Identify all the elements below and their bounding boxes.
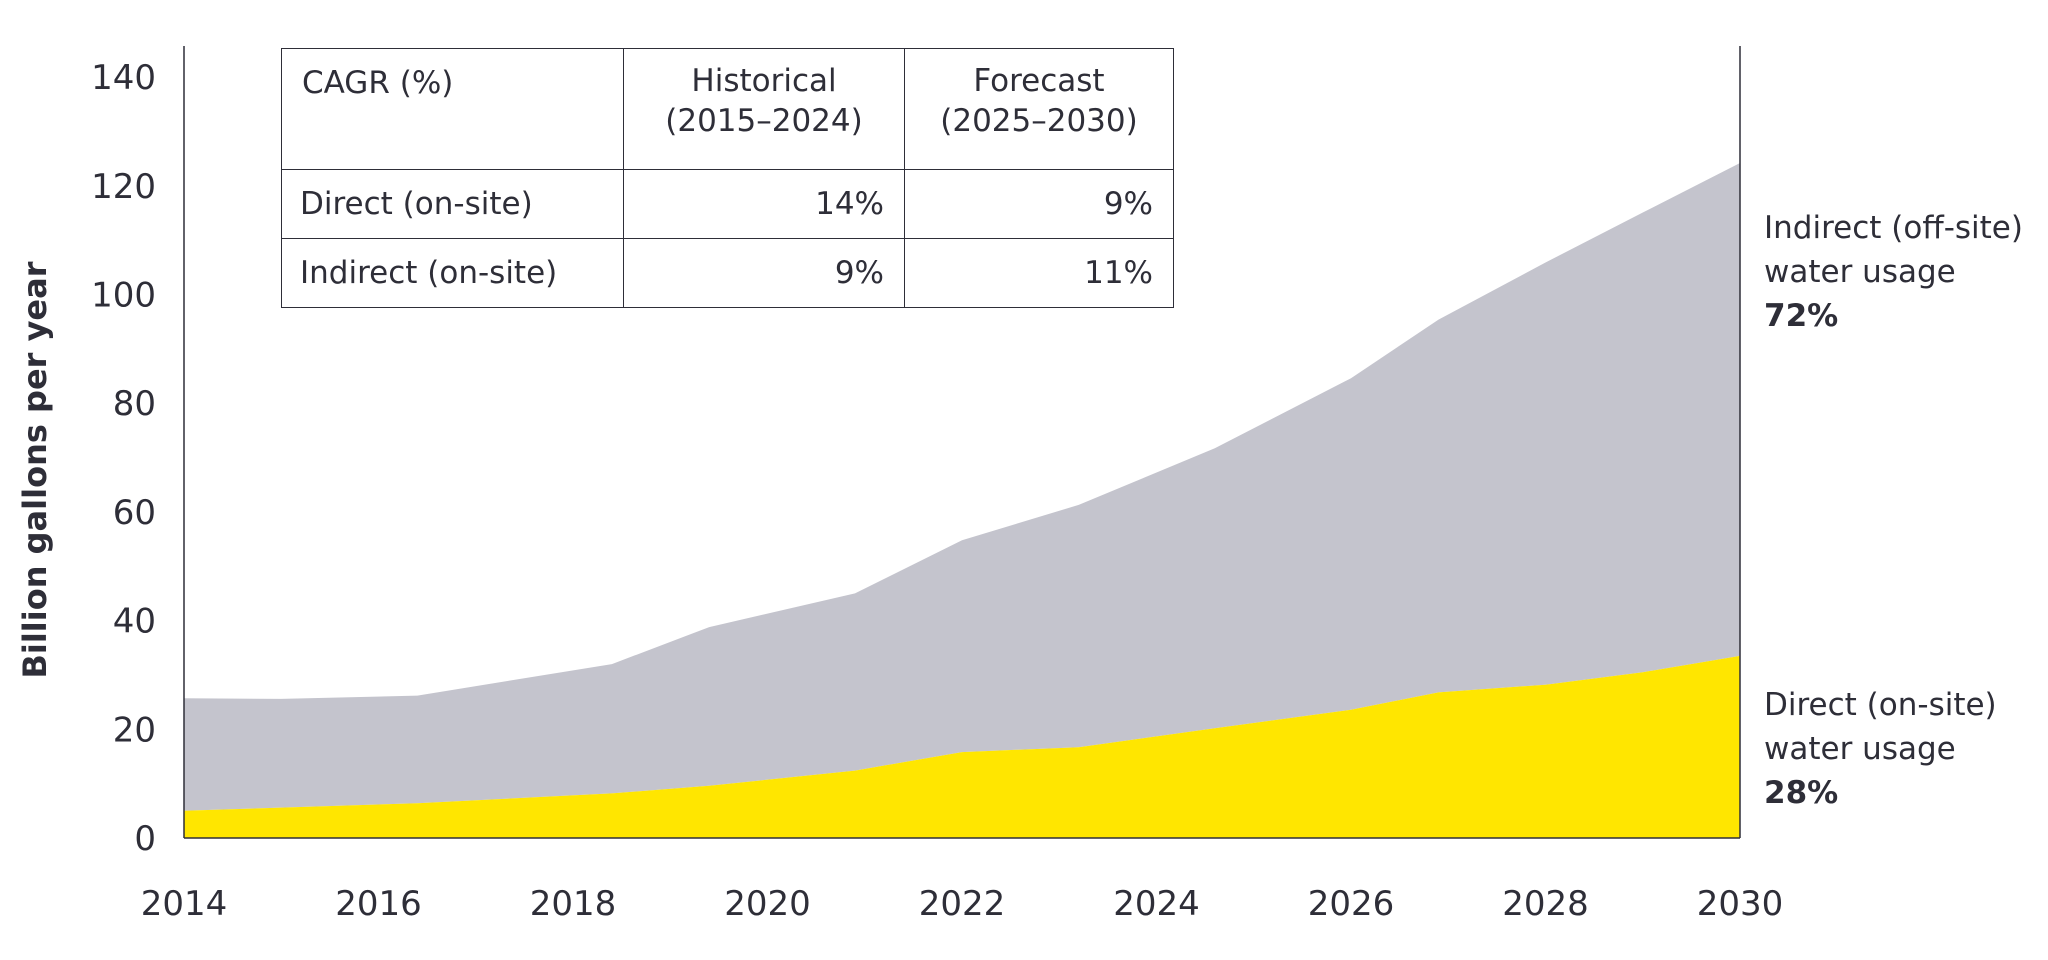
y-tick-label: 40	[113, 602, 156, 642]
cagr-row-name-rest: (on-site)	[417, 255, 558, 291]
indirect-usage-area	[184, 163, 1740, 811]
forecast-header-line1: Forecast	[973, 63, 1105, 99]
y-tick-label: 0	[134, 819, 156, 859]
x-tick-label: 2030	[1697, 884, 1784, 924]
direct-usage-area	[184, 655, 1740, 838]
direct-series-label: Direct (on-site) water usage 28%	[1764, 683, 1997, 815]
y-tick-label: 140	[91, 58, 156, 98]
cagr-table: CAGR (%) Historical (2015–2024) Forecast…	[281, 48, 1174, 308]
y-tick-label: 60	[113, 493, 156, 533]
tick-labels-group: 0 20 40 60 80 100 120 140 2014 2016 2018 2020 2022 20…	[91, 58, 1783, 924]
indirect-label-line2: water usage	[1764, 254, 1956, 290]
y-tick-label: 100	[91, 276, 156, 316]
y-axis-label: Billion gallons per year	[16, 261, 54, 678]
cagr-row-name-indirect: Indirect (on-site)	[281, 238, 624, 308]
direct-label-line1: Direct (on-site)	[1764, 687, 1997, 723]
x-tick-label: 2020	[724, 884, 811, 924]
cagr-indirect-forecast: 11%	[904, 238, 1174, 308]
cagr-row-name-bold: Direct	[300, 186, 393, 222]
x-tick-label: 2018	[530, 884, 617, 924]
cagr-table-corner-header: CAGR (%)	[281, 48, 624, 170]
indirect-series-label: Indirect (off-site) water usage 72%	[1764, 206, 2023, 338]
cagr-direct-forecast: 9%	[904, 169, 1174, 239]
cagr-row-name-bold: Indirect	[300, 255, 418, 291]
cagr-row-name-direct: Direct (on-site)	[281, 169, 624, 239]
x-tick-label: 2014	[141, 884, 228, 924]
area-series-group	[184, 163, 1740, 838]
x-tick-label: 2028	[1502, 884, 1589, 924]
historical-header-line1: Historical	[691, 63, 837, 99]
axes-group	[183, 46, 1741, 839]
y-tick-label: 120	[91, 167, 156, 207]
historical-header-line2: (2015–2024)	[665, 103, 863, 139]
forecast-header-line2: (2025–2030)	[940, 103, 1138, 139]
cagr-table-header-row: CAGR (%) Historical (2015–2024) Forecast…	[281, 48, 1174, 170]
cagr-table-row-indirect: Indirect (on-site) 9% 11%	[281, 238, 1174, 308]
x-tick-label: 2026	[1308, 884, 1395, 924]
direct-label-line2: water usage	[1764, 731, 1956, 767]
cagr-direct-historical: 14%	[623, 169, 905, 239]
cagr-indirect-historical: 9%	[623, 238, 905, 308]
direct-share-value: 28%	[1764, 775, 1839, 811]
y-tick-label: 80	[113, 384, 156, 424]
cagr-table-historical-header: Historical (2015–2024)	[623, 48, 905, 170]
indirect-label-line1: Indirect (off-site)	[1764, 210, 2023, 246]
x-tick-label: 2022	[919, 884, 1006, 924]
indirect-share-value: 72%	[1764, 298, 1839, 334]
cagr-table-forecast-header: Forecast (2025–2030)	[904, 48, 1174, 170]
x-tick-label: 2016	[335, 884, 422, 924]
cagr-table-row-direct: Direct (on-site) 14% 9%	[281, 169, 1174, 239]
cagr-row-name-rest: (on-site)	[392, 186, 533, 222]
x-tick-label: 2024	[1113, 884, 1200, 924]
y-tick-label: 20	[113, 710, 156, 750]
